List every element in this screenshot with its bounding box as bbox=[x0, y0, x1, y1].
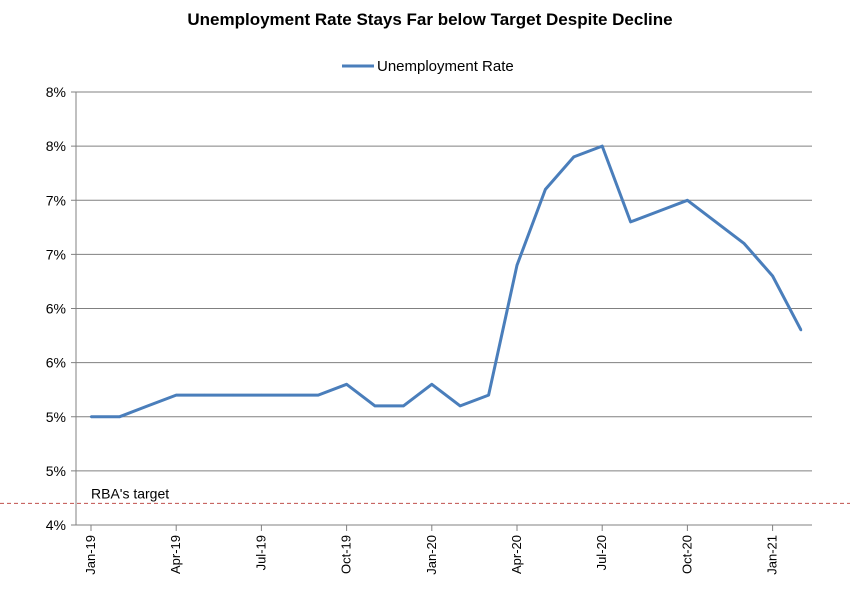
x-tick-label: Apr-19 bbox=[168, 535, 183, 574]
data-point bbox=[714, 220, 717, 224]
y-tick-label: 4% bbox=[46, 517, 66, 533]
data-point bbox=[657, 209, 661, 213]
y-tick-label: 8% bbox=[46, 138, 66, 154]
reference-line-label: RBA's target bbox=[91, 485, 169, 501]
data-point bbox=[402, 404, 405, 408]
data-point bbox=[317, 393, 320, 397]
data-point bbox=[771, 274, 774, 278]
data-point bbox=[231, 393, 235, 397]
x-tick-label: Jul-19 bbox=[253, 535, 268, 570]
y-tick-label: 8% bbox=[46, 84, 66, 100]
data-point bbox=[686, 199, 689, 202]
chart-title: Unemployment Rate Stays Far below Target… bbox=[187, 10, 673, 29]
reference-line-group: RBA's target bbox=[0, 485, 850, 504]
y-tick-label: 6% bbox=[46, 301, 66, 317]
y-tick-label: 7% bbox=[46, 246, 66, 262]
y-tick-label: 7% bbox=[46, 192, 66, 208]
x-tick-label: Jan-20 bbox=[424, 535, 439, 575]
data-point bbox=[89, 415, 93, 418]
data-point bbox=[629, 220, 632, 224]
gridlines bbox=[76, 91, 812, 472]
data-point bbox=[430, 383, 433, 386]
data-point bbox=[572, 155, 575, 159]
y-axis-ticks: 4% 5% 5% 6% 6% 7% 7% 8% 8% bbox=[46, 84, 76, 533]
data-point bbox=[515, 264, 519, 267]
x-tick-label: Oct-20 bbox=[679, 535, 694, 574]
data-point bbox=[118, 415, 121, 418]
x-axis-ticks: Jan-19 Apr-19 Jul-19 Oct-19 Jan-20 Apr-20 Jul-… bbox=[83, 525, 780, 575]
data-point bbox=[175, 393, 178, 397]
x-tick-label: Apr-20 bbox=[509, 535, 524, 574]
legend-label: Unemployment Rate bbox=[377, 58, 514, 75]
series-line bbox=[91, 144, 803, 419]
data-point bbox=[459, 404, 462, 408]
y-tick-label: 6% bbox=[46, 355, 66, 371]
data-point bbox=[601, 144, 604, 148]
y-tick-label: 5% bbox=[46, 463, 66, 479]
data-point bbox=[799, 328, 803, 332]
data-point bbox=[544, 188, 547, 191]
data-point bbox=[345, 383, 348, 386]
data-point bbox=[487, 393, 490, 397]
data-point bbox=[260, 393, 263, 397]
x-tick-label: Jul-20 bbox=[594, 535, 609, 570]
x-tick-label: Jan-21 bbox=[765, 535, 780, 575]
data-point bbox=[288, 393, 291, 397]
x-tick-label: Oct-19 bbox=[339, 535, 354, 574]
data-point bbox=[743, 242, 746, 245]
legend: Unemployment Rate bbox=[342, 58, 514, 75]
y-tick-label: 5% bbox=[46, 409, 66, 425]
data-point bbox=[146, 404, 149, 408]
data-point bbox=[373, 404, 377, 408]
x-tick-label: Jan-19 bbox=[83, 535, 98, 575]
series-group bbox=[89, 144, 803, 419]
data-point bbox=[203, 393, 206, 397]
